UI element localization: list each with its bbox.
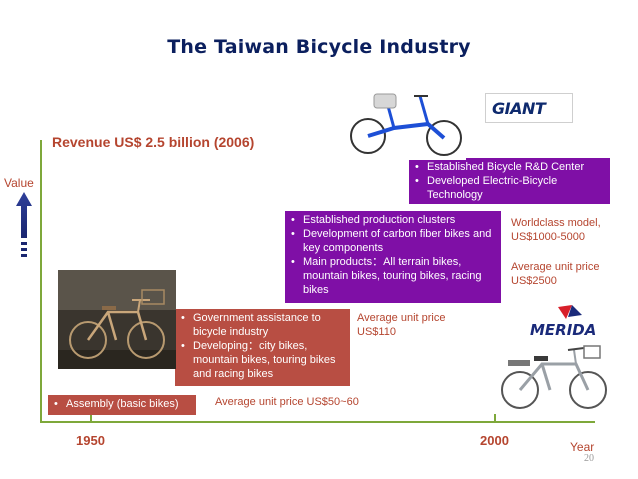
main-products-item: Main products：All terrain bikes, mountai…: [291, 255, 495, 297]
y-axis-line: [40, 140, 42, 423]
merida-logo: MERIDA: [530, 305, 596, 339]
page-number: 20: [584, 453, 594, 464]
assembly-item: Assembly (basic bikes): [54, 397, 190, 411]
y-axis-label: Value: [4, 176, 34, 190]
revenue-heading: Revenue US$ 2.5 billion (2006): [52, 134, 255, 150]
value-arrow-icon: [16, 192, 32, 257]
worldclass-note: Worldclass model, US$1000-5000: [511, 216, 601, 244]
price-note-2500-line1: Average unit price: [511, 261, 600, 273]
rnd-center-item: Established Bicycle R&D Center: [415, 160, 604, 174]
x-axis-label: Year: [570, 440, 595, 454]
price-note-2500-line2: US$2500: [511, 275, 557, 287]
x-axis-line: [40, 421, 595, 423]
worldclass-note-line1: Worldclass model,: [511, 217, 601, 229]
giant-logo-text: GIANT: [492, 99, 546, 118]
price-note-110-line2: US$110: [357, 326, 396, 338]
price-note-110: Average unit price US$110: [357, 311, 445, 339]
price-note-110-line1: Average unit price: [357, 312, 446, 324]
government-box: Government assistance to bicycle industr…: [175, 309, 350, 386]
city-bicycle-photo: [498, 342, 610, 412]
clusters-item: Established production clusters: [291, 213, 495, 227]
giant-logo: GIANT: [485, 93, 573, 123]
tick-label-1950: 1950: [76, 433, 105, 448]
rnd-box: Established Bicycle R&D Center Developed…: [409, 158, 610, 204]
government-item: Government assistance to bicycle industr…: [181, 311, 344, 339]
assembly-box: Assembly (basic bikes): [48, 395, 196, 415]
price-note-2500: Average unit price US$2500: [511, 260, 599, 288]
tick-1950: [90, 414, 92, 423]
price-note-50-60: Average unit price US$50~60: [215, 396, 359, 408]
carbon-fiber-item: Development of carbon fiber bikes and ke…: [291, 227, 495, 255]
tick-2000: [494, 414, 496, 423]
developing-item: Developing：city bikes, mountain bikes, t…: [181, 339, 344, 381]
clusters-box: Established production clusters Developm…: [285, 211, 501, 303]
vintage-bicycle-photo: [58, 270, 176, 369]
recumbent-bicycle-photo: [344, 88, 466, 160]
electric-bicycle-item: Developed Electric-Bicycle Technology: [415, 174, 604, 202]
worldclass-note-line2: US$1000-5000: [511, 231, 586, 243]
merida-logo-text: MERIDA: [530, 321, 596, 339]
tick-label-2000: 2000: [480, 433, 509, 448]
slide-title: The Taiwan Bicycle Industry: [167, 36, 471, 58]
